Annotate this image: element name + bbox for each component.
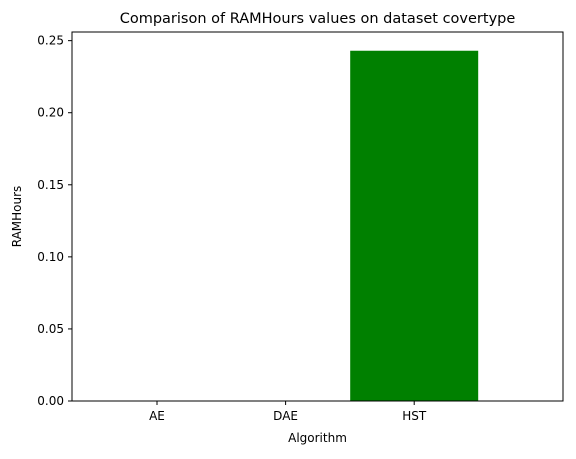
bars-group: [350, 50, 479, 401]
x-axis-ticks: AE DAE HST: [149, 401, 427, 423]
y-axis-ticks: 0.00 0.05 0.10 0.15 0.20 0.25: [37, 34, 72, 408]
chart-title: Comparison of RAMHours values on dataset…: [120, 11, 516, 27]
x-tick-label: DAE: [273, 409, 298, 423]
y-tick-label: 0.10: [37, 250, 64, 264]
y-tick-label: 0.15: [37, 178, 64, 192]
x-tick-label: AE: [149, 409, 165, 423]
bar-hst: [350, 50, 479, 401]
y-axis-label: RAMHours: [10, 186, 24, 248]
y-tick-label: 0.20: [37, 106, 64, 120]
y-tick-label: 0.05: [37, 322, 64, 336]
x-axis-label: Algorithm: [288, 431, 347, 445]
y-tick-label: 0.25: [37, 34, 64, 48]
y-tick-label: 0.00: [37, 394, 64, 408]
plot-frame: [71, 31, 564, 402]
x-tick-label: HST: [402, 409, 427, 423]
